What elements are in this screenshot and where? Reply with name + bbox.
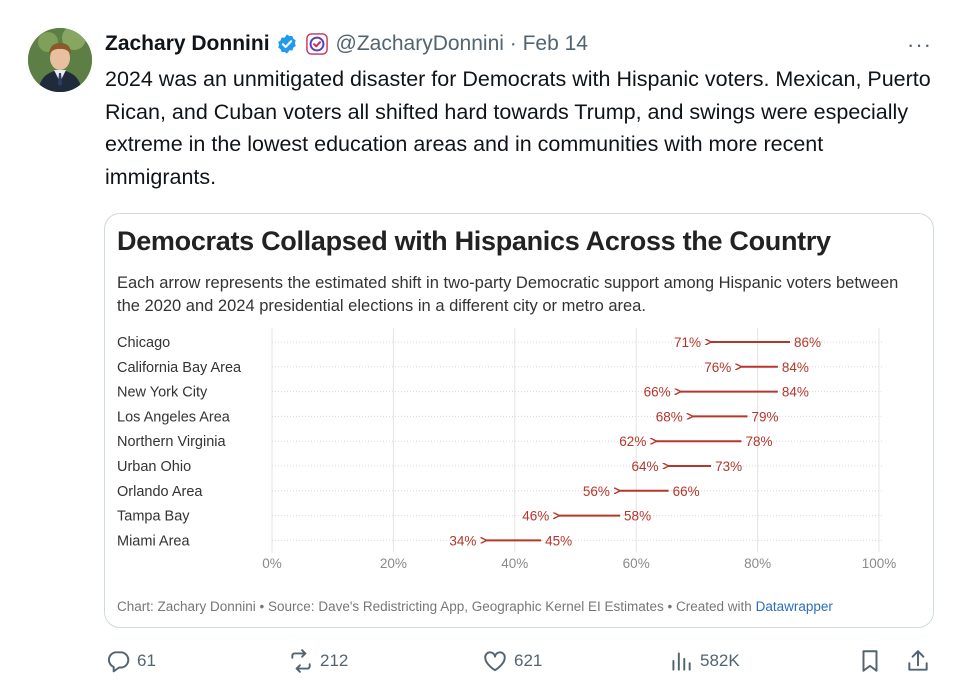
- value-label-2024: 76%: [704, 360, 731, 375]
- category-label: California Bay Area: [117, 360, 242, 376]
- reply-button[interactable]: 61: [105, 648, 156, 674]
- bookmark-button[interactable]: [857, 648, 883, 674]
- handle-and-date[interactable]: @ZacharyDonnini · Feb 14: [335, 32, 588, 55]
- value-label-2024: 46%: [522, 509, 549, 524]
- x-tick-label: 80%: [744, 556, 771, 571]
- views-count: 582K: [700, 651, 740, 670]
- category-label: Orlando Area: [117, 484, 203, 500]
- avatar-photo: [28, 28, 92, 92]
- x-tick-label: 60%: [623, 556, 650, 571]
- views-icon: [672, 652, 691, 671]
- category-label: Los Angeles Area: [117, 409, 231, 425]
- value-label-2020: 58%: [624, 509, 651, 524]
- category-label: Miami Area: [117, 533, 190, 549]
- avatar[interactable]: [28, 28, 92, 92]
- x-tick-label: 40%: [501, 556, 528, 571]
- category-label: Urban Ohio: [117, 459, 191, 475]
- x-tick-label: 0%: [262, 556, 282, 571]
- value-label-2020: 73%: [715, 459, 742, 474]
- share-button[interactable]: [905, 648, 931, 674]
- value-label-2024: 64%: [631, 459, 658, 474]
- bookmark-icon: [862, 650, 878, 672]
- post-header: Zachary Donnini @ZacharyDonnini · Feb 14: [105, 30, 588, 58]
- value-label-2024: 34%: [449, 533, 476, 548]
- chart-card[interactable]: Democrats Collapsed with Hispanics Acros…: [104, 213, 934, 628]
- value-label-2024: 62%: [619, 434, 646, 449]
- value-label-2024: 66%: [644, 385, 671, 400]
- value-label-2020: 45%: [545, 533, 572, 548]
- x-tick-label: 100%: [862, 556, 897, 571]
- value-label-2020: 79%: [752, 409, 779, 424]
- like-count: 621: [514, 651, 543, 670]
- value-label-2020: 86%: [794, 335, 821, 350]
- chart-source: Chart: Zachary Donnini • Source: Dave's …: [117, 599, 756, 614]
- verified-badge-icon[interactable]: [276, 33, 298, 55]
- value-label-2020: 66%: [673, 484, 700, 499]
- value-label-2024: 68%: [656, 409, 683, 424]
- datawrapper-link[interactable]: Datawrapper: [755, 599, 833, 614]
- author-name[interactable]: Zachary Donnini: [105, 32, 270, 55]
- chart-subtitle: Each arrow represents the estimated shif…: [117, 274, 899, 315]
- repost-icon: [291, 649, 311, 673]
- value-label-2020: 78%: [745, 434, 772, 449]
- category-label: New York City: [117, 385, 208, 401]
- value-label-2020: 84%: [782, 385, 809, 400]
- category-label: Tampa Bay: [117, 509, 190, 525]
- heart-icon: [484, 651, 506, 672]
- like-button[interactable]: 621: [482, 648, 542, 674]
- value-label-2020: 84%: [782, 360, 809, 375]
- category-label: Northern Virginia: [117, 434, 226, 450]
- chart-footer: Chart: Zachary Donnini • Source: Dave's …: [117, 599, 833, 614]
- post-text: 2024 was an unmitigated disaster for Dem…: [105, 67, 931, 189]
- repost-button[interactable]: 212: [288, 648, 348, 674]
- value-label-2024: 56%: [583, 484, 610, 499]
- category-label: Chicago: [117, 335, 170, 351]
- reply-count: 61: [137, 651, 156, 670]
- chart-title: Democrats Collapsed with Hispanics Acros…: [117, 226, 831, 256]
- share-icon: [908, 650, 928, 671]
- repost-count: 212: [320, 651, 349, 670]
- value-label-2024: 71%: [674, 335, 701, 350]
- more-options-button[interactable]: ···: [907, 32, 932, 57]
- arrow-chart: 0% 20% 40% 60% 80% 100% Chicago 86% 71% Californi…: [117, 328, 897, 571]
- action-bar: 61 212 621 582K: [105, 648, 935, 680]
- x-tick-label: 20%: [380, 556, 407, 571]
- views-button[interactable]: 582K: [668, 648, 740, 674]
- reply-icon: [107, 651, 130, 673]
- affiliation-badge-icon[interactable]: [305, 33, 328, 55]
